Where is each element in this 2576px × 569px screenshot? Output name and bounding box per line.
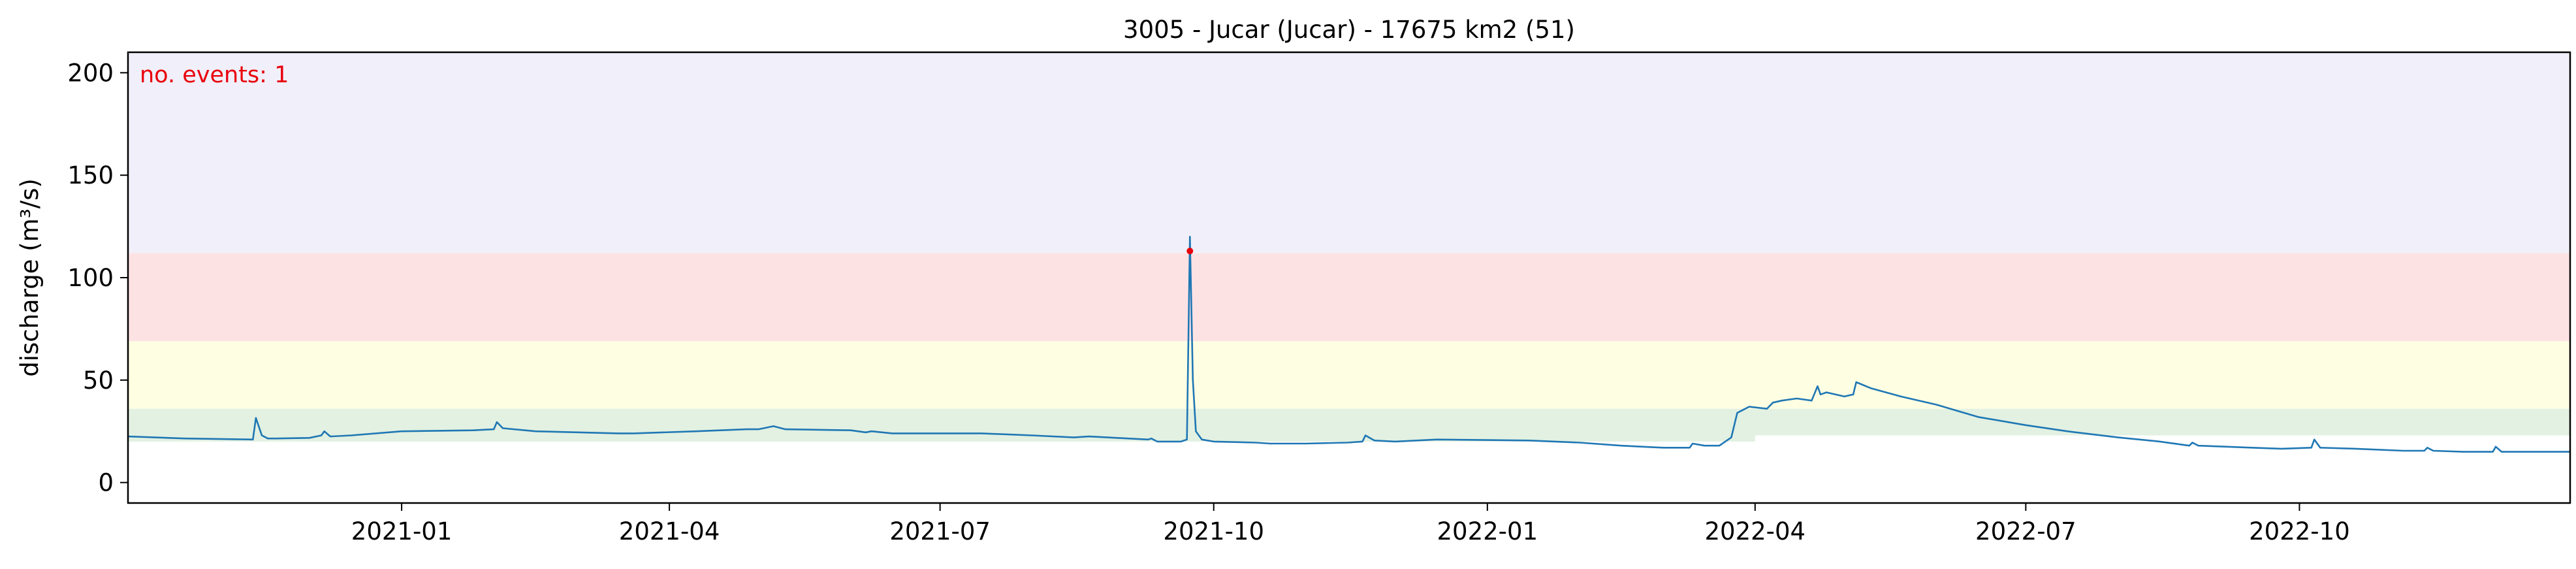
threshold-bands <box>128 52 2570 442</box>
threshold-band-3 <box>128 52 2570 253</box>
x-axis-ticks: 2021-01 2021-04 2021-07 2021-10 2022-01 2022-… <box>351 503 2350 545</box>
y-axis-ticks: 0 50 100 150 200 <box>67 59 128 497</box>
chart-title: 3005 - Jucar (Jucar) - 17675 km2 (51) <box>1123 16 1575 44</box>
threshold-band-2 <box>128 253 2570 342</box>
series-layer <box>127 235 2570 453</box>
y-tick-label: 150 <box>67 161 114 189</box>
y-tick-label: 100 <box>67 264 114 292</box>
events-count-annotation: no. events: 1 <box>140 62 289 88</box>
x-tick-label: 2022-01 <box>1437 517 1538 545</box>
discharge-line-0 <box>127 235 2570 453</box>
event-point-0 <box>1186 248 1194 255</box>
y-tick-label: 0 <box>98 469 114 497</box>
threshold-band-green-early <box>128 408 1755 442</box>
y-axis-label: discharge (m³/s) <box>16 178 44 377</box>
event-points <box>1186 248 1194 255</box>
y-tick-label: 200 <box>67 59 114 87</box>
x-tick-label: 2021-01 <box>351 517 453 545</box>
x-tick-label: 2022-10 <box>2249 517 2350 545</box>
x-tick-label: 2022-07 <box>1975 517 2076 545</box>
x-tick-label: 2022-04 <box>1705 517 1806 545</box>
threshold-band-1 <box>128 341 2570 409</box>
x-tick-label: 2021-10 <box>1163 517 1264 545</box>
x-tick-label: 2021-07 <box>889 517 991 545</box>
x-tick-label: 2021-04 <box>619 517 720 545</box>
y-tick-label: 50 <box>83 366 114 395</box>
threshold-band-0 <box>1755 408 2570 436</box>
